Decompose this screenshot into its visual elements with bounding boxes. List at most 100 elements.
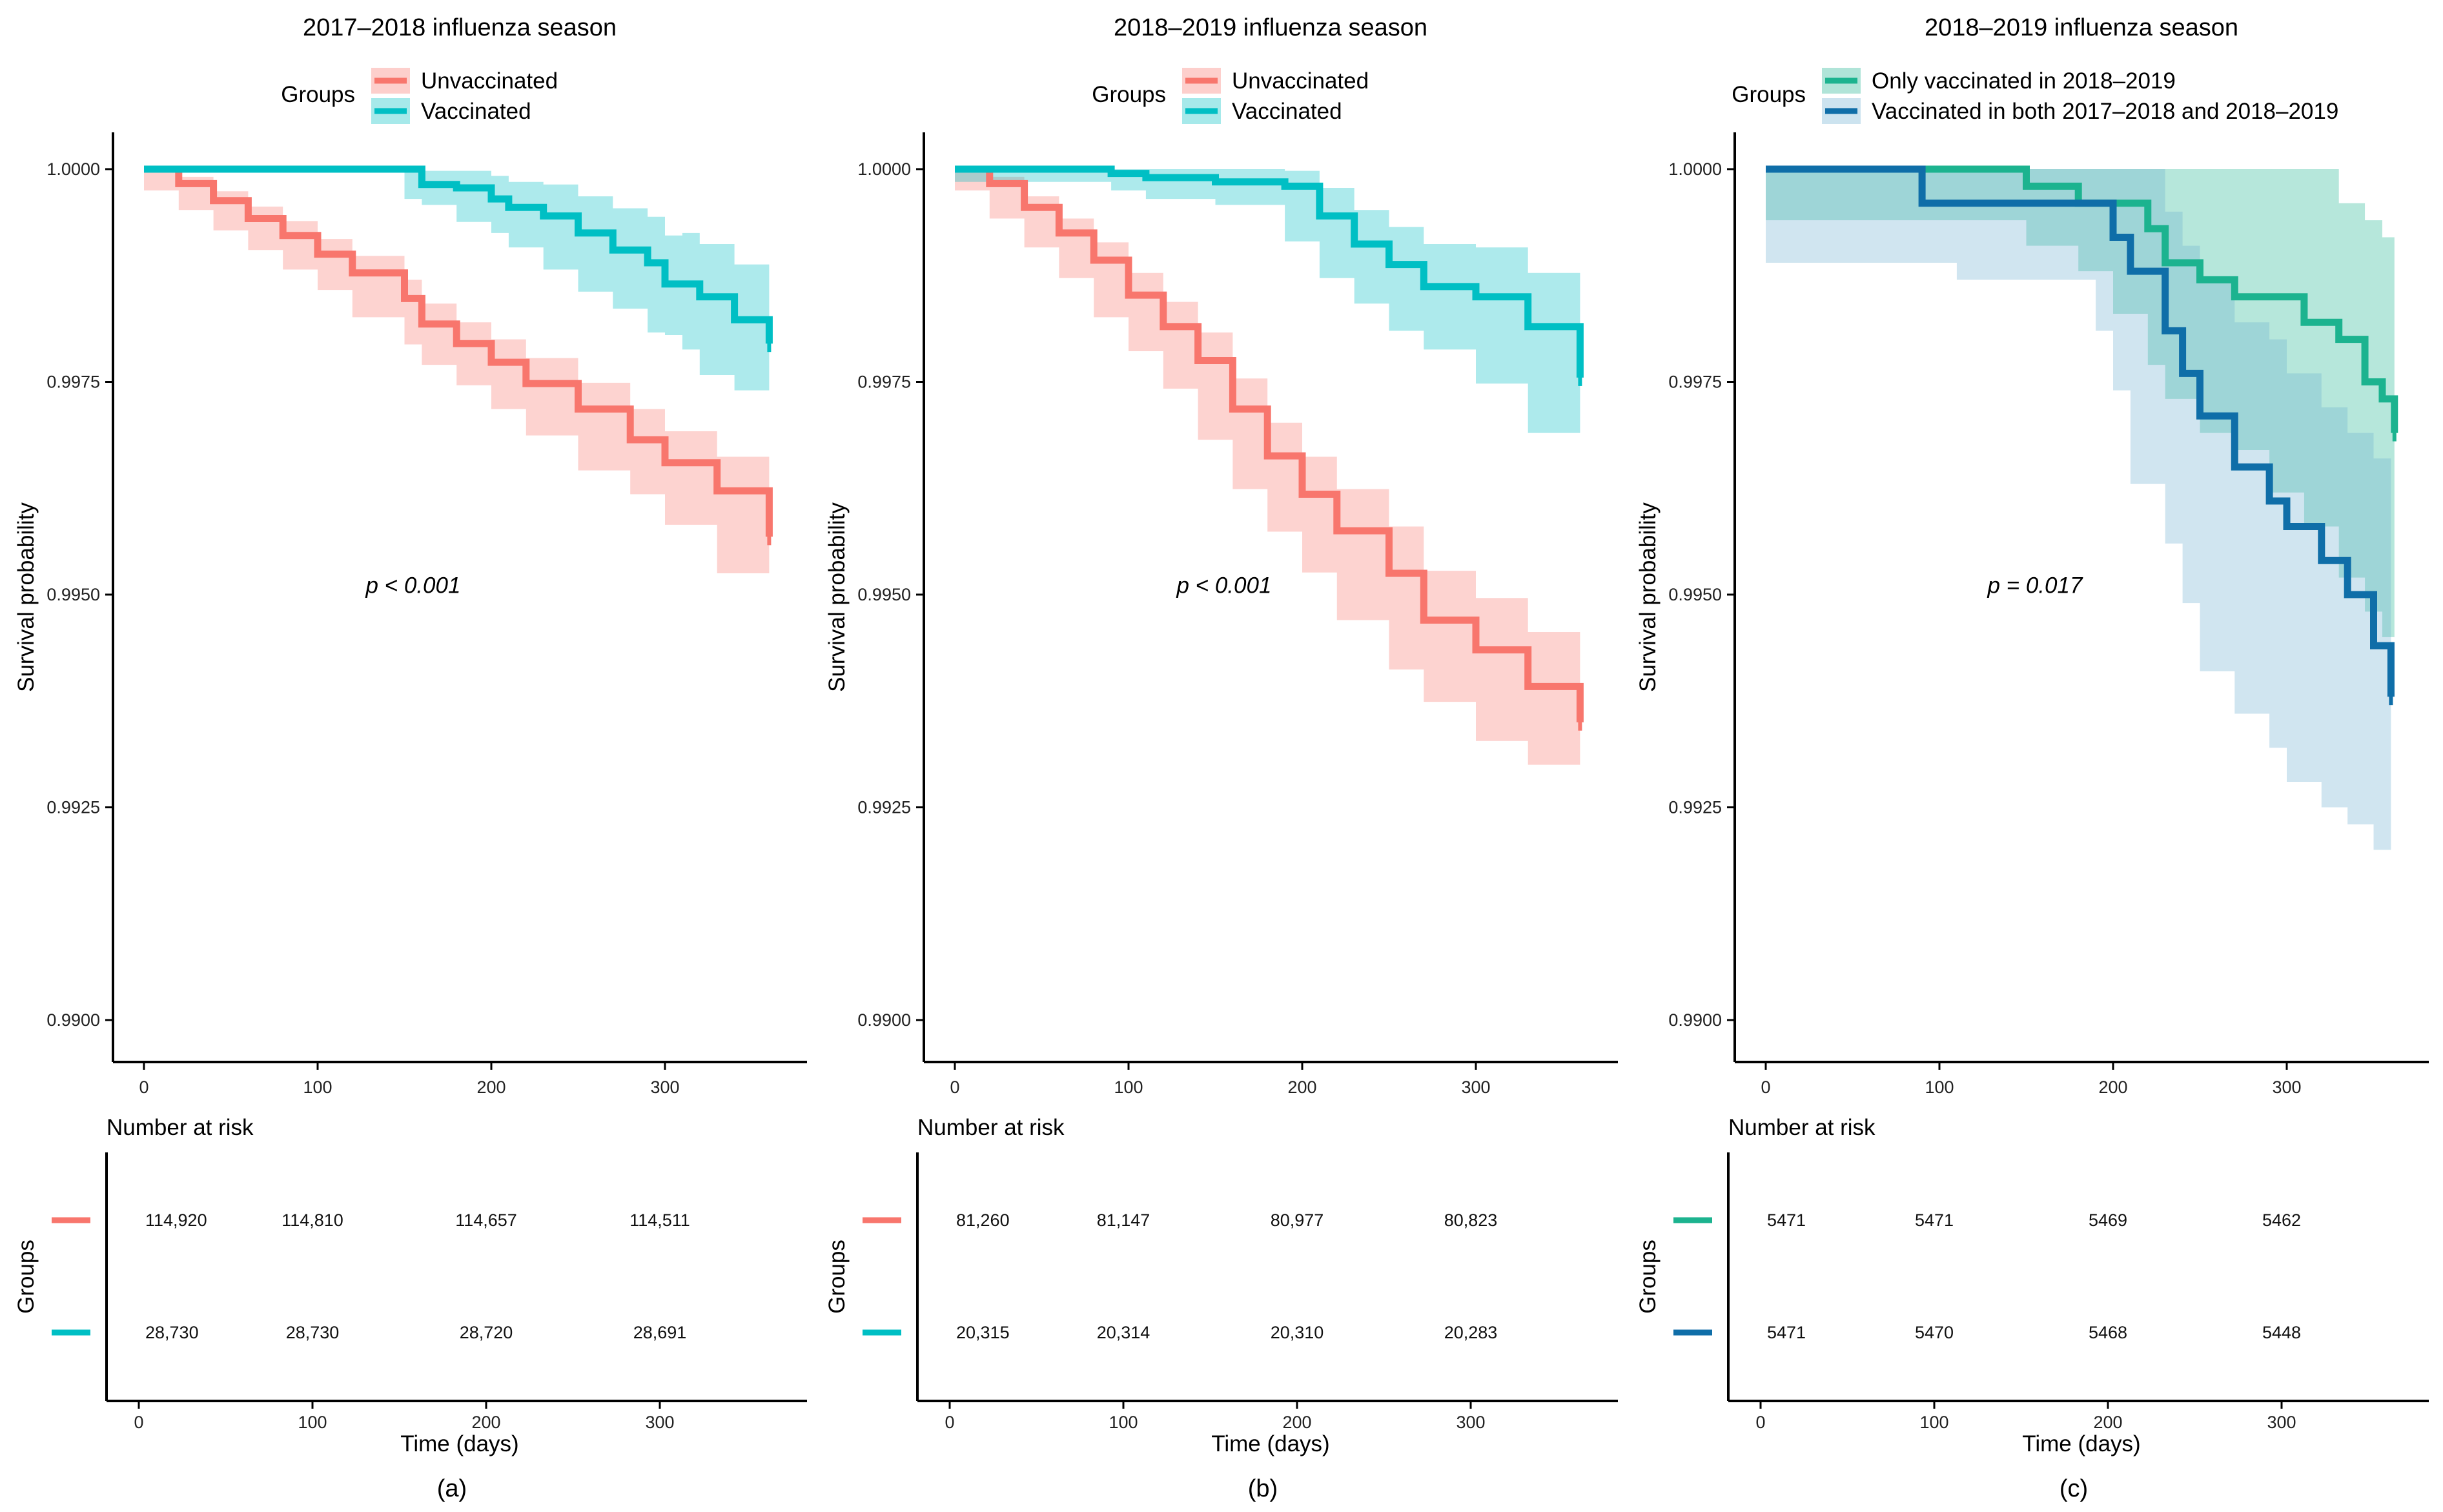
- y-tick-label: 0.9925: [857, 798, 911, 817]
- risk-x-tick-label: 300: [1456, 1413, 1485, 1432]
- risk-table-x-label: Time (days): [2022, 1431, 2140, 1456]
- chart-title: 2018–2019 influenza season: [1114, 14, 1427, 41]
- y-tick-label: 0.9950: [857, 585, 911, 604]
- p-value-label: p < 0.001: [365, 573, 460, 598]
- y-tick-label: 0.9950: [1668, 585, 1722, 604]
- risk-cell: 5470: [1915, 1323, 1954, 1342]
- x-tick-label: 0: [1761, 1078, 1770, 1097]
- survival-curve-series-2: [144, 165, 773, 344]
- x-tick-label: 100: [303, 1078, 332, 1097]
- x-tick-label: 200: [476, 1078, 506, 1097]
- legend-title: Groups: [281, 82, 355, 107]
- y-axis-label: Survival probability: [1635, 502, 1661, 692]
- risk-x-tick-label: 300: [2267, 1413, 2296, 1432]
- panel-letter: (a): [437, 1475, 467, 1502]
- panel-letter: (c): [2060, 1475, 2088, 1502]
- risk-cell: 114,511: [629, 1211, 690, 1230]
- panel-3: 2018–2019 influenza season Groups Only vac…: [1635, 14, 2429, 1502]
- y-tick-label: 0.9975: [857, 373, 911, 392]
- y-tick-label: 0.9925: [1668, 798, 1722, 817]
- x-tick-label: 300: [2272, 1078, 2301, 1097]
- x-tick-label: 0: [139, 1078, 148, 1097]
- risk-x-tick-label: 200: [1282, 1413, 1311, 1432]
- risk-x-tick-label: 0: [1755, 1413, 1765, 1432]
- legend-item-2: Vaccinated: [421, 99, 531, 124]
- survival-curve-series-2: [1766, 165, 2395, 697]
- risk-table-x-label: Time (days): [1211, 1431, 1329, 1456]
- risk-x-tick-label: 100: [1109, 1413, 1138, 1432]
- legend-title: Groups: [1732, 82, 1806, 107]
- y-tick-label: 0.9900: [46, 1010, 100, 1030]
- x-tick-label: 200: [1287, 1078, 1316, 1097]
- y-tick-label: 1.0000: [46, 159, 100, 179]
- legend-item-2: Vaccinated in both 2017–2018 and 2018–20…: [1872, 99, 2338, 124]
- x-tick-label: 300: [650, 1078, 679, 1097]
- risk-x-tick-label: 0: [945, 1413, 954, 1432]
- risk-cell: 5469: [2089, 1211, 2127, 1230]
- risk-cell: 114,920: [145, 1211, 207, 1230]
- survival-curve-series-1: [144, 165, 773, 537]
- legend-item-1: Only vaccinated in 2018–2019: [1872, 68, 2176, 94]
- risk-cell: 28,730: [286, 1323, 340, 1342]
- risk-cell: 20,314: [1097, 1323, 1150, 1342]
- p-value-label: p = 0.017: [1987, 573, 2083, 598]
- risk-cell: 20,283: [1444, 1323, 1498, 1342]
- y-tick-label: 1.0000: [1668, 159, 1722, 179]
- legend-item-1: Unvaccinated: [421, 68, 558, 94]
- panel-1: 2017–2018 influenza season Groups Unvaccin…: [14, 14, 807, 1502]
- risk-table-title: Number at risk: [107, 1115, 254, 1140]
- risk-cell: 5471: [1767, 1323, 1806, 1342]
- risk-x-tick-label: 0: [134, 1413, 143, 1432]
- risk-x-tick-label: 100: [1919, 1413, 1948, 1432]
- x-tick-label: 0: [950, 1078, 959, 1097]
- risk-table-y-label: Groups: [14, 1240, 39, 1314]
- risk-cell: 5471: [1767, 1211, 1806, 1230]
- risk-cell: 5471: [1915, 1211, 1954, 1230]
- y-axis-label: Survival probability: [824, 502, 850, 692]
- ci-band-series-2: [144, 169, 770, 391]
- y-tick-label: 0.9975: [46, 373, 100, 392]
- p-value-label: p < 0.001: [1176, 573, 1271, 598]
- risk-x-tick-label: 200: [2093, 1413, 2122, 1432]
- x-tick-label: 100: [1114, 1078, 1143, 1097]
- panel-letter: (b): [1248, 1475, 1278, 1502]
- risk-table-y-label: Groups: [1635, 1240, 1661, 1314]
- risk-cell: 5468: [2089, 1323, 2127, 1342]
- legend-item-1: Unvaccinated: [1232, 68, 1369, 94]
- y-tick-label: 1.0000: [857, 159, 911, 179]
- x-tick-label: 300: [1461, 1078, 1490, 1097]
- y-axis-label: Survival probability: [14, 502, 39, 692]
- risk-table-y-label: Groups: [824, 1240, 850, 1314]
- risk-cell: 114,810: [281, 1211, 343, 1230]
- risk-cell: 20,315: [956, 1323, 1010, 1342]
- ci-band-series-2: [955, 169, 1580, 433]
- risk-cell: 80,823: [1444, 1211, 1498, 1230]
- chart-title: 2018–2019 influenza season: [1925, 14, 2238, 41]
- risk-cell: 81,147: [1097, 1211, 1150, 1230]
- risk-x-tick-label: 200: [471, 1413, 500, 1432]
- x-tick-label: 200: [2098, 1078, 2127, 1097]
- risk-cell: 20,310: [1271, 1323, 1324, 1342]
- y-tick-label: 0.9925: [46, 798, 100, 817]
- survival-curve-series-1: [955, 165, 1584, 722]
- legend-item-2: Vaccinated: [1232, 99, 1342, 124]
- risk-table-title: Number at risk: [1728, 1115, 1876, 1140]
- risk-cell: 5448: [2262, 1323, 2301, 1342]
- risk-cell: 28,720: [460, 1323, 513, 1342]
- risk-cell: 114,657: [455, 1211, 517, 1230]
- y-tick-label: 0.9900: [857, 1010, 911, 1030]
- risk-cell: 5462: [2262, 1211, 2301, 1230]
- risk-x-tick-label: 300: [645, 1413, 674, 1432]
- y-tick-label: 0.9950: [46, 585, 100, 604]
- risk-table-title: Number at risk: [917, 1115, 1065, 1140]
- survival-curve-series-2: [955, 165, 1584, 378]
- y-tick-label: 0.9900: [1668, 1010, 1722, 1030]
- ci-band-series-1: [144, 169, 770, 574]
- risk-cell: 28,730: [145, 1323, 199, 1342]
- chart-title: 2017–2018 influenza season: [303, 14, 617, 41]
- ci-band-series-2: [1766, 169, 2391, 850]
- legend-title: Groups: [1092, 82, 1166, 107]
- x-tick-label: 100: [1925, 1078, 1954, 1097]
- risk-x-tick-label: 100: [298, 1413, 327, 1432]
- risk-cell: 80,977: [1271, 1211, 1324, 1230]
